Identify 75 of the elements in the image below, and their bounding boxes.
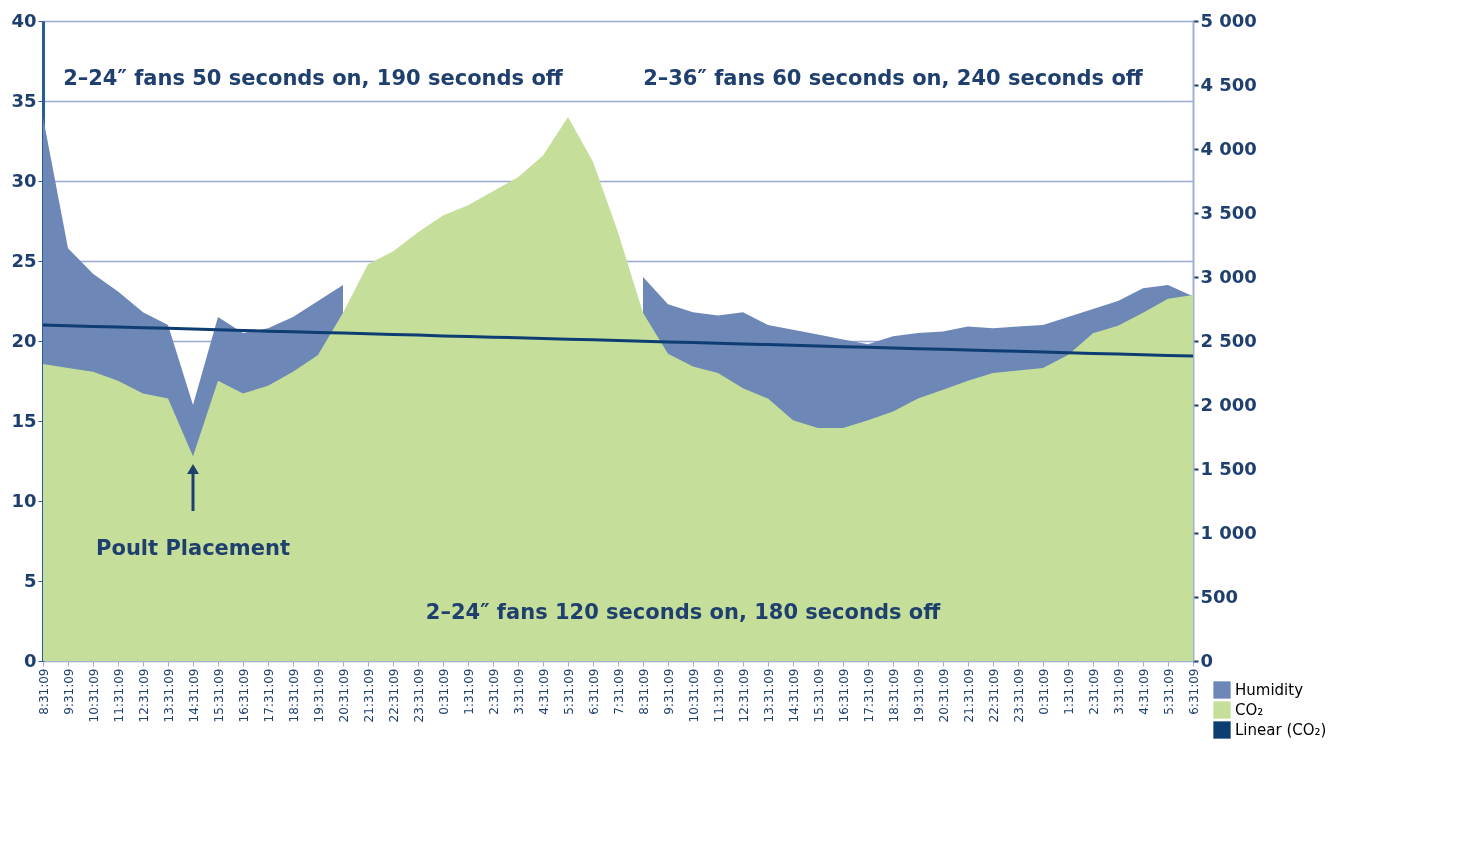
x-tick-label: 10:31:09 — [86, 668, 101, 723]
x-tick-label: 15:31:09 — [211, 668, 226, 723]
y-tick-label: 20 — [11, 329, 37, 351]
x-tick-label: 5:31:09 — [1161, 668, 1176, 715]
line-series — [41, 323, 1195, 358]
x-tick-label: 12:31:09 — [736, 668, 751, 723]
x-tick-label: 17:31:09 — [261, 668, 276, 723]
x-tick-label: 14:31:09 — [186, 668, 201, 723]
x-tick-label: 4:31:09 — [536, 668, 551, 715]
annotation: 2–24″ fans 50 seconds on, 190 seconds off — [63, 66, 564, 90]
x-tick-label: 18:31:09 — [886, 668, 901, 723]
x-tick-label: 20:31:09 — [936, 668, 951, 723]
x-tick-label: 9:31:09 — [661, 668, 676, 715]
x-tick-label: 1:31:09 — [1061, 668, 1076, 715]
x-tick-label: 21:31:09 — [361, 668, 376, 723]
y2-tick-label: 4 000 — [1200, 137, 1257, 159]
x-tick-label: 19:31:09 — [311, 668, 326, 723]
x-tick-label: 10:31:09 — [686, 668, 701, 723]
annotation: Poult Placement — [96, 536, 290, 560]
x-tick-label: 6:31:09 — [586, 668, 601, 715]
y2-tick-label: 500 — [1200, 585, 1239, 607]
y2-tick-label: 5 000 — [1200, 9, 1257, 31]
x-tick-label: 11:31:09 — [711, 668, 726, 723]
x-tick-label: 22:31:09 — [386, 668, 401, 723]
y2-tick-label: 1 000 — [1200, 521, 1257, 543]
legend-label: Linear (CO₂) — [1235, 721, 1327, 739]
annotation: 2–36″ fans 60 seconds on, 240 seconds off — [643, 66, 1144, 90]
x-tick-label: 14:31:09 — [786, 668, 801, 723]
x-tick-label: 6:31:09 — [1186, 668, 1201, 715]
x-tick-label: 15:31:09 — [811, 668, 826, 723]
x-tick-label: 2:31:09 — [1086, 668, 1101, 715]
x-tick-label: 0:31:09 — [1036, 668, 1051, 715]
y2-tick-label: 1 500 — [1200, 457, 1257, 479]
x-tick-label: 12:31:09 — [136, 668, 151, 723]
x-tick-label: 1:31:09 — [461, 668, 476, 715]
x-tick-label: 22:31:09 — [986, 668, 1001, 723]
y2-tick-label: 2 000 — [1200, 393, 1257, 415]
x-tick-label: 16:31:09 — [236, 668, 251, 723]
x-tick-label: 0:31:09 — [436, 668, 451, 715]
x-tick-label: 8:31:09 — [636, 668, 651, 715]
x-tick-label: 7:31:09 — [611, 668, 626, 715]
x-tick-label: 16:31:09 — [836, 668, 851, 723]
x-tick-label: 19:31:09 — [911, 668, 926, 723]
x-tick-label: 3:31:09 — [511, 668, 526, 715]
x-tick-label: 20:31:09 — [336, 668, 351, 723]
annotation: 2–24″ fans 120 seconds on, 180 seconds off — [425, 600, 942, 624]
x-tick-label: 4:31:09 — [1136, 668, 1151, 715]
x-tick-label: 2:31:09 — [486, 668, 501, 715]
x-tick-label: 13:31:09 — [161, 668, 176, 723]
y-tick-label: 40 — [11, 9, 37, 31]
y-tick-label: 10 — [11, 489, 37, 511]
y-tick-label: 35 — [11, 89, 37, 111]
x-tick-label: 8:31:09 — [36, 668, 51, 715]
x-tick-label: 23:31:09 — [411, 668, 426, 723]
x-tick-label: 11:31:09 — [111, 668, 126, 723]
x-tick-label: 5:31:09 — [561, 668, 576, 715]
y2-tick-label: 0 — [1200, 649, 1214, 671]
legend-label: Humidity — [1235, 681, 1304, 699]
y2-tick-label: 4 500 — [1200, 73, 1257, 95]
x-tick-label: 9:31:09 — [61, 668, 76, 715]
y2-tick-label: 2 500 — [1200, 329, 1257, 351]
y-tick-label: 25 — [11, 249, 37, 271]
legend-label: CO₂ — [1235, 701, 1264, 719]
y-tick-label: 30 — [11, 169, 37, 191]
x-tick-label: 17:31:09 — [861, 668, 876, 723]
x-tick-label: 13:31:09 — [761, 668, 776, 723]
y-tick-label: 15 — [11, 409, 37, 431]
y-tick-label: 5 — [23, 569, 37, 591]
x-tick-label: 23:31:09 — [1011, 668, 1026, 723]
y2-tick-label: 3 500 — [1200, 201, 1257, 223]
y-tick-label: 0 — [23, 649, 37, 671]
x-tick-label: 18:31:09 — [286, 668, 301, 723]
x-tick-label: 21:31:09 — [961, 668, 976, 723]
y2-tick-label: 3 000 — [1200, 265, 1257, 287]
x-tick-label: 3:31:09 — [1111, 668, 1126, 715]
